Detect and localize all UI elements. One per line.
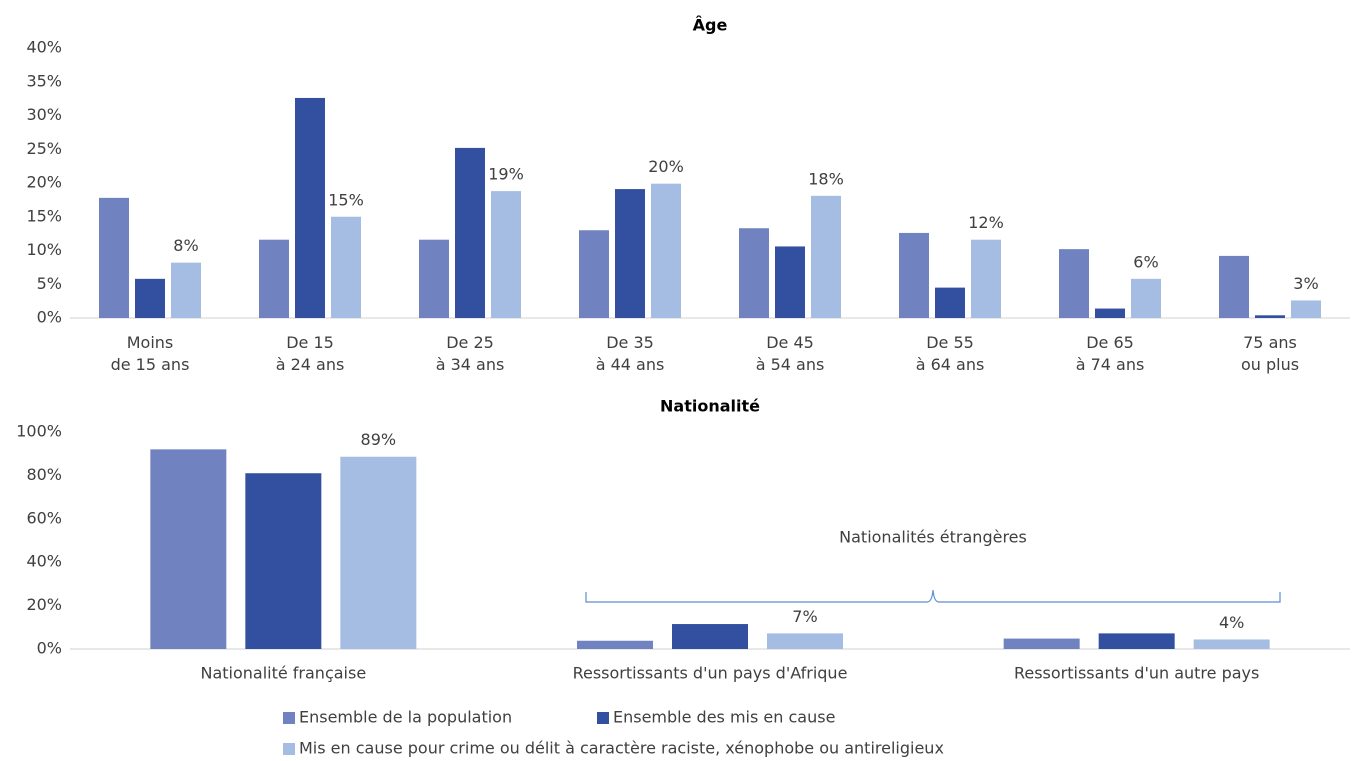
bar [491,191,521,318]
legend-label: Ensemble des mis en cause [613,708,835,727]
bar [259,239,289,318]
y-tick-label: 20% [26,173,62,192]
x-tick-label: De 45 à 54 ans [756,333,825,374]
data-label: 7% [792,607,817,626]
y-tick-label: 60% [26,508,62,527]
y-tick-label: 0% [37,308,62,327]
x-tick-label: De 65 à 74 ans [1076,333,1145,374]
data-label: 15% [328,190,364,209]
bar [135,278,165,318]
y-tick-label: 100% [16,422,62,441]
data-label: 19% [488,165,524,184]
bar [245,473,322,649]
data-label: 4% [1219,613,1244,632]
bar [971,239,1001,318]
bar [811,195,841,318]
x-tick-label: Ressortissants d'un autre pays [1014,664,1259,683]
data-label: 6% [1133,252,1158,271]
y-tick-label: 40% [26,38,62,57]
legend-swatch [597,712,609,724]
y-tick-label: 35% [26,71,62,90]
legend-swatch [283,712,295,724]
bar [579,230,609,318]
legend-swatch [283,743,295,755]
bar [739,228,769,318]
bar [1098,633,1175,649]
data-label: 18% [808,169,844,188]
bar [899,232,929,318]
y-tick-label: 30% [26,105,62,124]
legend-label: Ensemble de la population [299,708,512,727]
y-tick-label: 40% [26,552,62,571]
data-label: 12% [968,213,1004,232]
x-tick-label: Moins de 15 ans [111,333,190,374]
data-label: 20% [648,157,684,176]
legend-label: Mis en cause pour crime ou délit à carac… [299,739,944,758]
y-tick-label: 0% [37,639,62,658]
data-label: 89% [361,430,397,449]
chart-title: Nationalité [660,397,760,416]
chart-title: Âge [693,16,728,35]
data-label: 3% [1293,274,1318,293]
y-tick-label: 10% [26,240,62,259]
y-tick-label: 15% [26,206,62,225]
bar [1095,308,1125,318]
x-tick-label: De 15 à 24 ans [276,333,345,374]
bar [651,183,681,318]
annotation: Nationalités étrangères [839,528,1027,547]
brace [585,589,1281,603]
bar [775,246,805,318]
bar [1255,315,1285,318]
y-tick-label: 25% [26,139,62,158]
bar [331,216,361,318]
bar [1131,278,1161,318]
bar [1003,638,1080,649]
bar [935,287,965,318]
bar [455,147,485,318]
bar [340,456,417,649]
bar [577,640,653,649]
x-tick-label: De 55 à 64 ans [916,333,985,374]
bar [1193,639,1270,649]
bar [419,239,449,318]
bar [615,189,645,318]
bar [1219,255,1249,318]
y-tick-label: 80% [26,465,62,484]
bar [99,197,129,318]
x-tick-label: De 25 à 34 ans [436,333,505,374]
x-tick-label: 75 ans ou plus [1241,333,1299,374]
data-label: 8% [173,236,198,255]
bar [672,624,748,649]
bar [150,449,227,649]
bar [171,262,201,318]
bar [1291,300,1321,318]
bar [767,633,843,649]
bar [295,97,325,318]
bar [1059,249,1089,318]
y-tick-label: 20% [26,595,62,614]
x-tick-label: Nationalité française [200,664,366,683]
y-tick-label: 5% [37,274,62,293]
x-tick-label: De 35 à 44 ans [596,333,665,374]
x-tick-label: Ressortissants d'un pays d'Afrique [573,664,848,683]
